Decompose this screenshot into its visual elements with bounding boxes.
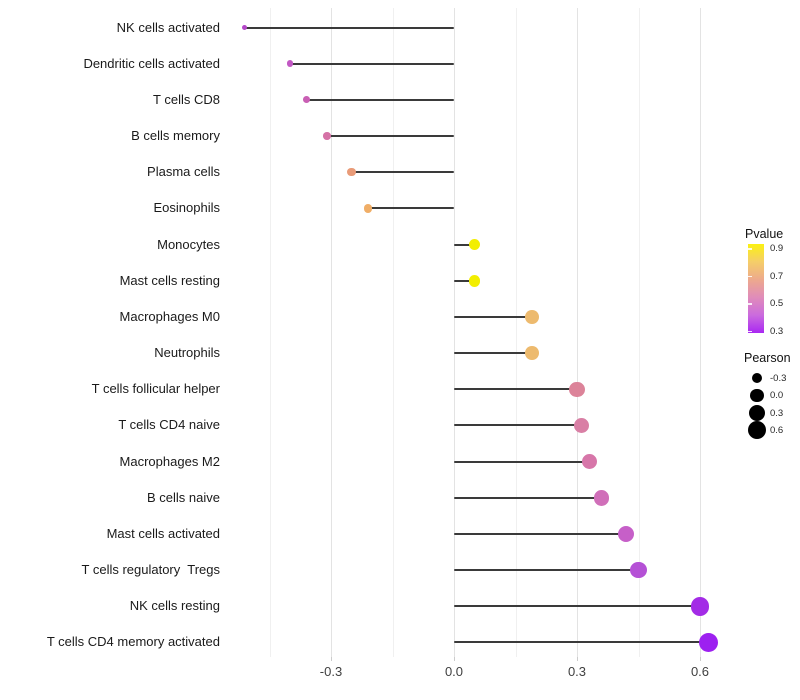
major-gridline xyxy=(454,8,455,657)
category-label: Dendritic cells activated xyxy=(83,55,220,71)
colorbar-tickmark xyxy=(748,275,752,277)
lollipop-dot xyxy=(302,96,310,104)
major-gridline xyxy=(331,8,332,657)
lollipop-stem xyxy=(454,352,532,355)
category-label: T cells follicular helper xyxy=(91,381,220,397)
colorbar-tick-label: 0.7 xyxy=(770,270,784,282)
category-label: Mast cells resting xyxy=(119,272,220,288)
lollipop-stem xyxy=(454,460,590,463)
category-label: T cells regulatory Tregs xyxy=(81,562,220,578)
lollipop-stem xyxy=(454,315,532,318)
x-tick-label: 0.3 xyxy=(567,664,587,679)
lollipop-dot xyxy=(581,453,597,470)
lollipop-dot xyxy=(286,60,294,67)
category-label: Neutrophils xyxy=(154,345,220,361)
pearson-size-dot xyxy=(751,372,763,384)
lollipop-dot xyxy=(630,561,647,579)
lollipop-dot xyxy=(573,417,589,433)
pearson-size-label: 0.0 xyxy=(770,390,784,402)
minor-gridline xyxy=(515,8,517,657)
lollipop-stem xyxy=(306,98,454,101)
lollipop-stem xyxy=(454,243,475,246)
lollipop-dot xyxy=(468,274,481,287)
x-axis-tick xyxy=(577,657,578,661)
minor-gridline xyxy=(392,8,394,657)
x-axis-tick xyxy=(454,657,455,661)
pearson-size-label: -0.3 xyxy=(770,373,787,384)
colorbar-tickmark xyxy=(748,303,752,305)
pvalue-legend-title: Pvalue xyxy=(745,227,784,241)
lollipop-dot xyxy=(569,381,585,397)
category-label: Macrophages M2 xyxy=(119,453,220,469)
pearson-size-label: 0.3 xyxy=(770,407,784,419)
lollipop-stem xyxy=(351,171,454,174)
lollipop-dot xyxy=(242,25,248,30)
plot-panel xyxy=(228,8,732,657)
lollipop-stem xyxy=(454,641,709,644)
lollipop-stem xyxy=(367,207,454,210)
category-label: B cells naive xyxy=(147,489,220,505)
lollipop-stem xyxy=(454,388,577,391)
category-label: NK cells activated xyxy=(116,19,220,35)
category-label: B cells memory xyxy=(131,128,220,143)
lollipop-dot xyxy=(593,489,610,506)
x-tick-label: -0.3 xyxy=(319,664,343,679)
x-tick-label: 0.6 xyxy=(690,664,710,679)
category-label: Monocytes xyxy=(157,236,220,252)
lollipop-stem xyxy=(454,532,627,535)
major-gridline xyxy=(700,8,701,657)
colorbar-tickmark xyxy=(748,248,752,250)
lollipop-dot xyxy=(525,310,539,324)
lollipop-stem xyxy=(454,569,639,572)
lollipop-stem xyxy=(454,605,700,608)
category-label: T cells CD8 xyxy=(153,91,220,107)
lollipop-stem xyxy=(454,424,582,427)
pvalue-colorbar xyxy=(748,244,764,333)
pearson-size-dot xyxy=(749,404,765,421)
pearson-size-dot xyxy=(750,388,764,403)
pearson-size-label: 0.6 xyxy=(770,425,784,437)
colorbar-tickmark xyxy=(748,330,752,332)
category-label: T cells CD4 naive xyxy=(118,417,220,433)
lollipop-dot xyxy=(617,525,635,543)
lollipop-stem xyxy=(454,279,475,282)
minor-gridline xyxy=(269,8,271,657)
category-label: T cells CD4 memory activated xyxy=(46,634,220,650)
colorbar-tick-label: 0.5 xyxy=(770,298,784,309)
lollipop-stem xyxy=(326,135,454,137)
lollipop-dot xyxy=(323,132,331,140)
lollipop-dot xyxy=(347,168,356,177)
major-gridline xyxy=(577,8,578,657)
category-label: Macrophages M0 xyxy=(119,308,220,324)
pearson-size-dot xyxy=(747,420,767,440)
lollipop-dot xyxy=(690,596,710,616)
x-axis-tick xyxy=(331,657,332,661)
colorbar-tick-label: 0.9 xyxy=(770,243,784,254)
lollipop-dot xyxy=(698,632,718,652)
category-label: NK cells resting xyxy=(129,598,220,614)
pearson-legend-title: Pearson xyxy=(744,351,791,365)
colorbar-tick-label: 0.3 xyxy=(770,325,784,337)
lollipop-dot xyxy=(363,203,373,213)
lollipop-stem xyxy=(244,26,454,29)
x-axis-tick xyxy=(700,657,701,661)
category-label: Plasma cells xyxy=(147,164,220,180)
lollipop-dot xyxy=(525,346,539,360)
category-label: Eosinophils xyxy=(153,200,221,216)
lollipop-stem xyxy=(290,62,454,65)
minor-gridline xyxy=(638,8,640,657)
category-label: Mast cells activated xyxy=(106,525,220,541)
lollipop-dot xyxy=(468,238,481,251)
x-tick-label: 0.0 xyxy=(444,664,464,679)
lollipop-stem xyxy=(454,496,602,499)
